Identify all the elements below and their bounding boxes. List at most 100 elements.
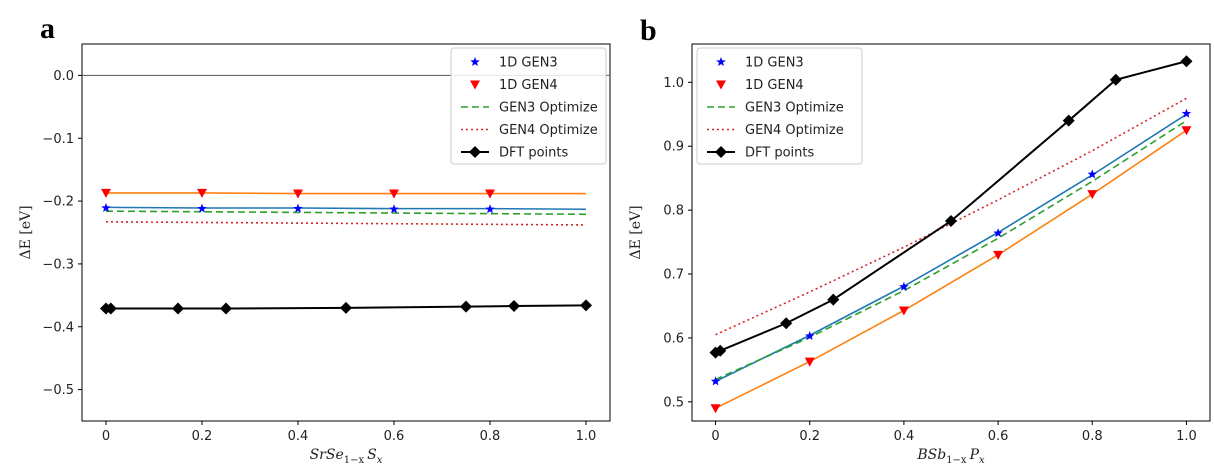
panel-b-1d-gen4-point: [710, 404, 721, 414]
panel-b-x-tick-label: 0.2: [799, 429, 820, 444]
panel-b-legend-1d-gen3-handle: [716, 57, 726, 67]
panel-b-y-tick-label: 0.5: [663, 395, 684, 410]
panel-a-1d-gen4-point: [197, 188, 207, 198]
panel-b-legend-1d-gen4-handle: [716, 80, 726, 90]
panel-a-dft-points-point: [104, 302, 117, 315]
panel-a-1d-gen4-point: [485, 189, 495, 199]
panel-b-x-tick-label: 0: [711, 429, 719, 444]
panel-a-legend-box: [450, 47, 607, 165]
panel-a-dft-points-point: [508, 300, 520, 313]
panel-a-1d-gen3-point: [101, 202, 111, 213]
panel-b-legend-dft-points-label: DFT points: [745, 146, 814, 161]
panel-a-y-tick-label: −0.1: [42, 132, 74, 147]
panel-b-1d-gen3-point: [1181, 108, 1192, 118]
panel-a-gen3-optimize-line: [105, 210, 587, 216]
panel-a-1d-gen4-point: [293, 189, 303, 199]
panel-a-x-tick-label: 0.6: [384, 429, 405, 444]
panel-b-fit-5-line: [715, 113, 1187, 383]
panel-b-legend: 1D GEN3 1D GEN4 GEN3 Optimize GEN4 Optimize…: [696, 47, 863, 165]
panel-b-chart: 0 0.2 0.4 0.6 0.8 1.0 0.5 0.6 0.7 0.8 0.9 1.0 ΔE [eV…: [628, 43, 1211, 466]
panel-b-1d-gen3-point: [899, 281, 909, 291]
panel-b-1d-gen4-point: [898, 306, 909, 316]
panel-b-gen3-optimize-line: [715, 120, 1187, 381]
panel-a-dft-points-point: [580, 299, 592, 312]
panel-a-x-axis-label: SrSe1−x Sx: [310, 447, 383, 466]
panel-b-y-axis-label: ΔE [eV]: [628, 205, 644, 259]
panel-b-dft-points-line: [715, 60, 1187, 354]
panel-b-x-axis-label: BSb1−x Px: [916, 447, 985, 466]
panel-a-1d-gen3-point: [485, 204, 495, 214]
panel-b-1d-gen3-point: [710, 376, 721, 386]
panel-a-x-tick-label: 0: [102, 429, 110, 444]
panel-a-x-tick-label: 0.4: [288, 429, 309, 444]
panel-b-dft-points-point: [714, 344, 727, 357]
panel-b-dft-points-point: [945, 214, 957, 227]
panel-a-dft-points-point: [220, 302, 232, 315]
panel-b-dft-points-point: [1062, 114, 1075, 127]
panel-b-dft-points-point: [1109, 73, 1122, 86]
panel-b-dft-points-point: [780, 317, 793, 330]
panel-b-y-tick-label: 0.7: [663, 268, 684, 283]
panel-a-1d-gen3-point: [293, 203, 303, 213]
panel-b-y-tick-label: 0.8: [663, 204, 684, 219]
panel-b-x-tick-label: 0.6: [988, 429, 1009, 444]
panel-b-legend-1d-gen4-label: 1D GEN4: [745, 78, 804, 93]
panel-a-dft-points-line: [106, 304, 587, 310]
panel-a-legend-1d-gen4-label: 1D GEN4: [499, 78, 558, 93]
panel-b-legend-dft-points-marker: [715, 146, 727, 158]
panel-b-legend-gen3-optimize-label: GEN3 Optimize: [745, 101, 844, 116]
panel-a-x-tick-label: 0.2: [192, 429, 213, 444]
panel-b-1d-gen3-point: [804, 331, 815, 341]
panel-a-gen4-optimize-line: [105, 221, 587, 226]
panel-a-1d-gen3-point: [389, 204, 399, 214]
panel-a-legend: 1D GEN3 1D GEN4 GEN3 Optimize GEN4 Optimize…: [450, 47, 607, 165]
panel-a-y-tick-label: −0.5: [42, 383, 74, 398]
panel-b-dft-points-point: [1180, 55, 1193, 68]
panel-b-fit-6-line: [715, 129, 1187, 409]
panel-a-letter: a: [40, 12, 55, 45]
panel-a-y-axis-label: ΔE [eV]: [18, 205, 34, 259]
panel-b-x-tick-label: 1.0: [1176, 429, 1197, 444]
panel-a-1d-gen4-point: [389, 189, 399, 199]
panel-b-legend-box: [696, 47, 863, 165]
panel-a-y-tick-label: 0.0: [53, 69, 74, 84]
panel-b-1d-gen4-point: [1181, 126, 1192, 136]
panel-b-1d-gen4-point: [1087, 190, 1098, 200]
panel-a-legend-gen4-optimize-label: GEN4 Optimize: [499, 123, 598, 138]
panel-a-legend-1d-gen3-label: 1D GEN3: [499, 56, 558, 71]
panel-a-dft-points-point: [460, 300, 472, 313]
panel-a-y-tick-label: −0.2: [42, 195, 74, 210]
panel-a-legend-dft-points-label: DFT points: [499, 146, 568, 161]
panel-b-x-tick-label: 0.4: [894, 429, 915, 444]
panel-a-series-group: [100, 188, 592, 315]
panel-b-dft-points-point: [827, 293, 840, 306]
panel-a-fit-6-line: [106, 192, 586, 195]
panel-a-fit-5-line: [105, 206, 587, 211]
panel-a-chart: 0 0.2 0.4 0.6 0.8 1.0 0.0 −0.1 −0.2 −0.3 −0.4 −0.5 Δ…: [18, 43, 611, 466]
panel-b-x-tick-label: 0.8: [1082, 429, 1103, 444]
panel-a-1d-gen3-point: [197, 203, 207, 213]
panel-a-legend-dft-points-marker: [469, 146, 481, 158]
panel-b-1d-gen4-point: [804, 357, 815, 367]
panel-a-legend-1d-gen4-handle: [470, 80, 480, 90]
panel-a-1d-gen4-point: [101, 188, 111, 198]
panel-b-y-tick-label: 1.0: [663, 76, 684, 91]
panel-b-y-tick-label: 0.6: [663, 331, 684, 346]
panel-a-legend-1d-gen3-handle: [470, 57, 480, 67]
panel-b-1d-gen3-point: [1087, 169, 1098, 179]
panel-a-dft-points-point: [340, 301, 352, 314]
panel-a-y-tick-label: −0.4: [42, 320, 74, 335]
panel-b-letter: b: [640, 14, 657, 47]
panel-b-1d-gen3-point: [993, 228, 1003, 238]
panel-a-y-tick-label: −0.3: [42, 257, 74, 272]
panel-b-y-tick-label: 0.9: [663, 140, 684, 155]
panel-b-series-group: [709, 55, 1193, 414]
panel-b-legend-gen4-optimize-label: GEN4 Optimize: [745, 123, 844, 138]
panel-a-x-tick-label: 1.0: [576, 429, 597, 444]
panel-a-x-tick-label: 0.8: [480, 429, 501, 444]
panel-a-legend-gen3-optimize-label: GEN3 Optimize: [499, 101, 598, 116]
panel-b-1d-gen4-point: [993, 250, 1004, 260]
panel-a-dft-points-point: [172, 302, 184, 315]
panel-b-legend-1d-gen3-label: 1D GEN3: [745, 56, 804, 71]
